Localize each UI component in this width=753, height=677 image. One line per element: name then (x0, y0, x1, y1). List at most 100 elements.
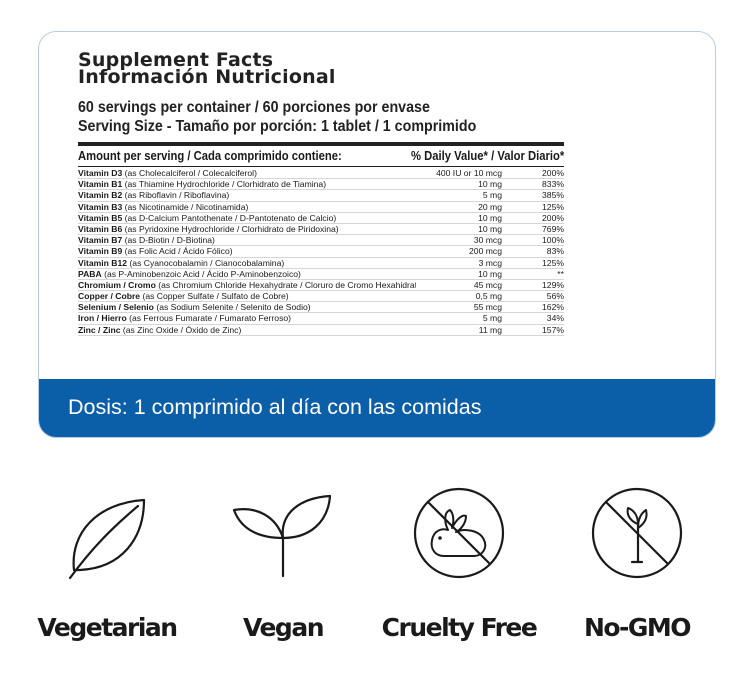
nutrient-name-cell: Vitamin B3 (as Nicotinamide / Nicotinami… (78, 202, 416, 212)
nutrient-name: Zinc / Zinc (78, 324, 121, 335)
table-header: Amount per serving / Cada comprimido con… (78, 149, 564, 164)
nutrient-source: (as P-Aminobenzoic Acid / Ácido P-Aminob… (104, 268, 301, 279)
nutrient-daily-value: 125% (542, 201, 564, 212)
nutrient-name: Vitamin B9 (78, 246, 123, 257)
thin-divider (78, 166, 564, 167)
title-es: Información Nutricional (78, 66, 336, 88)
nutrient-row: Zinc / Zinc (as Zinc Oxide / Óxido de Zi… (78, 325, 564, 336)
nutrient-name-cell: Vitamin B9 (as Folic Acid / Ácido Fólico… (78, 246, 416, 256)
badge-cruelty-free: Cruelty Free (374, 478, 544, 642)
nutrient-daily-value: 125% (542, 257, 564, 268)
nutrient-name: Copper / Cobre (78, 291, 141, 302)
nutrient-row: Iron / Hierro (as Ferrous Fumarate / Fum… (78, 313, 564, 325)
nutrient-source: (as Chromium Chloride Hexahydrate / Clor… (158, 279, 416, 290)
nutrient-daily-value: 833% (542, 179, 564, 190)
nutrient-row: Copper / Cobre (as Copper Sulfate / Sulf… (78, 291, 564, 303)
badge-vegan: Vegan (198, 478, 368, 642)
nutrient-name-cell: Chromium / Cromo (as Chromium Chloride H… (78, 280, 416, 290)
nutrient-row: Chromium / Cromo (as Chromium Chloride H… (78, 279, 564, 292)
servings-info: 60 servings per container / 60 porciones… (78, 98, 529, 136)
nutrient-amount: 45 mcg (473, 279, 502, 290)
nutrient-name-cell: Vitamin B12 (as Cyanocobalamin / Cianoco… (78, 258, 416, 268)
nutrient-daily-value: 34% (546, 313, 564, 324)
supplement-facts-card: Supplement Facts Información Nutricional… (38, 31, 716, 438)
nutrient-name: Vitamin B3 (78, 201, 123, 212)
daily-value-header: % Daily Value* / Valor Diario* (410, 149, 564, 163)
nutrient-amount: 200 mcg (469, 246, 502, 257)
amount-per-serving-header: Amount per serving / Cada comprimido con… (78, 149, 342, 163)
nutrient-source: (as Nicotinamide / Nicotinamida) (124, 201, 249, 212)
badge-label: Cruelty Free (381, 613, 538, 642)
nutrient-name-cell: Iron / Hierro (as Ferrous Fumarate / Fum… (78, 313, 416, 323)
nutrient-amount: 3 mcg (478, 257, 502, 268)
badge-no-gmo: No-GMO (552, 478, 722, 642)
nutrient-row: Vitamin B9 (as Folic Acid / Ácido Fólico… (78, 246, 564, 258)
servings-per-container: 60 servings per container / 60 porciones… (78, 99, 430, 116)
leaf-icon (68, 498, 146, 580)
nutrient-row: Selenium / Selenio (as Sodium Selenite /… (78, 302, 564, 314)
nutrient-name: PABA (78, 268, 102, 279)
badge-label: Vegetarian (37, 613, 178, 642)
nutrient-source: (as D-Calcium Pantothenate / D-Pantotena… (124, 212, 337, 223)
nutrient-name-cell: Vitamin D3 (as Cholecalciferol / Colecal… (78, 168, 416, 178)
nutrient-daily-value: ** (557, 268, 564, 279)
nutrient-amount: 0,5 mg (475, 291, 502, 302)
nutrient-source: (as Cyanocobalamin / Cianocobalamina) (129, 257, 285, 268)
nutrient-source: (as Zinc Oxide / Óxido de Zinc) (122, 324, 242, 335)
thick-divider (78, 142, 564, 146)
badge-label: No-GMO (583, 613, 692, 642)
nutrient-amount: 5 mg (482, 313, 502, 324)
supplement-facts-panel: Supplement Facts Información Nutricional… (78, 49, 568, 336)
nutrient-daily-value: 200% (542, 168, 564, 178)
nutrient-name-cell: Vitamin B5 (as D-Calcium Pantothenate / … (78, 213, 416, 223)
nutrient-amount: 11 mg (478, 324, 502, 335)
nutrient-amount: 10 mg (478, 179, 502, 190)
nutrient-name: Vitamin B6 (78, 223, 123, 234)
nutrient-row: Vitamin B3 (as Nicotinamide / Nicotinami… (78, 202, 564, 213)
nutrient-table: Vitamin D3 (as Cholecalciferol / Colecal… (78, 168, 564, 336)
nutrient-name-cell: PABA (as P-Aminobenzoic Acid / Ácido P-A… (78, 269, 416, 279)
nutrient-row: Vitamin B1 (as Thiamine Hydrochloride / … (78, 179, 564, 191)
nutrient-name: Vitamin B5 (78, 212, 123, 223)
nutrient-daily-value: 769% (542, 223, 564, 234)
nutrient-daily-value: 56% (546, 291, 564, 302)
nutrient-daily-value: 157% (542, 324, 564, 335)
nutrient-name-cell: Zinc / Zinc (as Zinc Oxide / Óxido de Zi… (78, 325, 416, 335)
nutrient-row: Vitamin B5 (as D-Calcium Pantothenate / … (78, 213, 564, 224)
title-en: Supplement Facts (78, 49, 274, 71)
nutrient-name: Vitamin B2 (78, 190, 123, 201)
nutrient-name-cell: Vitamin B1 (as Thiamine Hydrochloride / … (78, 179, 416, 189)
badge-label: Vegan (243, 613, 325, 642)
nutrient-source: (as Ferrous Fumarate / Fumarato Ferroso) (129, 313, 292, 324)
nutrient-amount: 30 mcg (473, 235, 502, 246)
nutrient-name-cell: Selenium / Selenio (as Sodium Selenite /… (78, 302, 416, 312)
nutrient-daily-value: 385% (542, 190, 564, 201)
nutrient-source: (as Riboflavin / Riboflavina) (124, 190, 230, 201)
nutrient-name: Vitamin B1 (78, 179, 123, 190)
nutrient-daily-value: 162% (542, 302, 564, 313)
nutrient-amount: 10 mg (478, 212, 502, 223)
nutrient-name-cell: Copper / Cobre (as Copper Sulfate / Sulf… (78, 291, 416, 301)
nutrient-source: (as Pyridoxine Hydrochloride / Clorhidra… (124, 223, 339, 234)
nutrient-amount: 5 mg (482, 190, 502, 201)
nutrient-amount: 10 mg (478, 268, 502, 279)
dosage-banner: Dosis: 1 comprimido al día con las comid… (39, 379, 715, 437)
nutrient-row: Vitamin B7 (as D-Biotin / D-Biotina) 30 m… (78, 235, 564, 247)
nutrient-row: Vitamin B6 (as Pyridoxine Hydrochloride … (78, 223, 564, 236)
nutrient-row: Vitamin D3 (as Cholecalciferol / Colecal… (78, 168, 564, 180)
dosage-text: Dosis: 1 comprimido al día con las comid… (68, 395, 482, 419)
crossed-rabbit-icon (413, 487, 505, 579)
nutrient-name-cell: Vitamin B2 (as Riboflavin / Riboflavina) (78, 190, 416, 200)
nutrient-name: Chromium / Cromo (78, 279, 156, 290)
nutrient-source: (as Cholecalciferol / Colecalciferol) (124, 168, 257, 178)
nutrient-amount: 20 mg (478, 201, 502, 212)
nutrient-name: Iron / Hierro (78, 313, 127, 324)
nutrient-row: Vitamin B2 (as Riboflavin / Riboflavina)… (78, 190, 564, 202)
nutrient-name: Vitamin B12 (78, 257, 128, 268)
nutrient-amount: 10 mg (478, 223, 502, 234)
nutrient-name: Vitamin B7 (78, 235, 123, 246)
crossed-sprout-icon (591, 487, 683, 579)
nutrient-row: PABA (as P-Aminobenzoic Acid / Ácido P-A… (78, 269, 564, 280)
nutrient-row: Vitamin B12 (as Cyanocobalamin / Cianoco… (78, 258, 564, 269)
nutrient-source: (as Folic Acid / Ácido Fólico) (124, 246, 233, 257)
